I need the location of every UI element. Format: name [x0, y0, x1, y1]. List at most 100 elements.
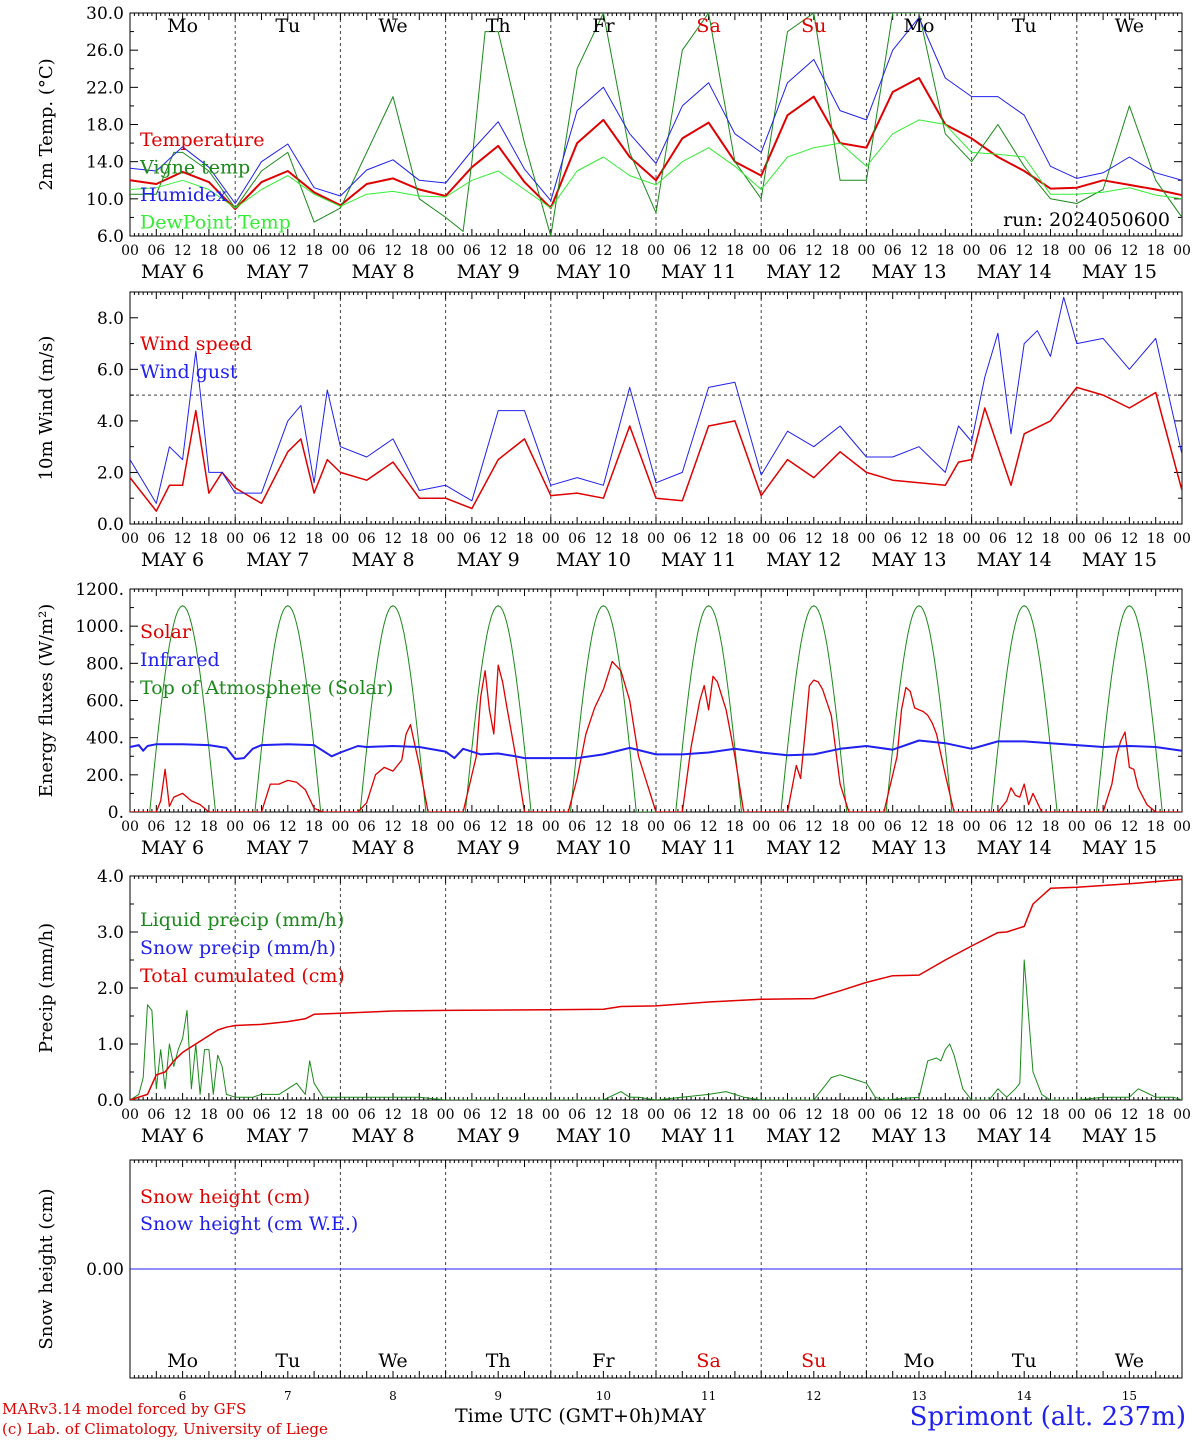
panel-frame — [129, 12, 1183, 237]
series-line-toa — [130, 605, 1182, 812]
hour-tick-label: 12 — [174, 243, 192, 259]
hour-tick-label: 18 — [200, 1107, 218, 1123]
weekday-label: Mo — [904, 1350, 935, 1372]
hour-tick-label: 00 — [542, 1107, 560, 1123]
y-tick-label: 2.0 — [97, 979, 124, 999]
hour-tick-label: 00 — [1173, 1107, 1191, 1123]
day-number-label: 8 — [389, 1389, 397, 1403]
legend-entry: Wind gust — [140, 361, 238, 383]
weekday-label: Su — [801, 15, 826, 37]
hour-tick-label: 06 — [358, 819, 376, 835]
hour-tick-label: 12 — [279, 531, 297, 547]
hour-tick-label: 00 — [542, 819, 560, 835]
legend-entry: Liquid precip (mm/h) — [140, 909, 344, 931]
panel-snow: 0.00 Snow height (cm) Snow height (cm) Snow… — [36, 1159, 1183, 1403]
legend-entry: Wind speed — [140, 333, 252, 355]
hour-tick-label: 06 — [147, 243, 165, 259]
weekday-label: Mo — [167, 1350, 198, 1372]
legend-entry: Snow precip (mm/h) — [140, 937, 336, 959]
panel-temperature: 6.0 10.0 14.0 18.0 22.0 26.0 30.0 2m Temp. (°C)… — [36, 4, 1191, 283]
hour-tick-label: 00 — [857, 531, 875, 547]
hour-tick-label: 00 — [857, 819, 875, 835]
hour-tick-label: 12 — [1015, 819, 1033, 835]
y-tick-label: 10.0 — [86, 190, 124, 210]
series-group — [130, 13, 1182, 236]
day-number-label: 10 — [596, 1389, 611, 1403]
hour-tick-label: 00 — [331, 243, 349, 259]
hour-tick-label: 12 — [1015, 1107, 1033, 1123]
y-tick-label: 4.0 — [97, 867, 124, 887]
series-group — [130, 605, 1182, 812]
hour-tick-label: 18 — [936, 1107, 954, 1123]
hour-tick-label: 12 — [700, 1107, 718, 1123]
hour-tick-label: 00 — [647, 243, 665, 259]
hour-tick-label: 00 — [963, 819, 981, 835]
date-label: MAY 15 — [1082, 1125, 1157, 1147]
hour-tick-label: 00 — [331, 1107, 349, 1123]
weekday-label: Mo — [904, 15, 935, 37]
weekday-label: Tu — [1012, 15, 1037, 37]
hour-tick-label: 06 — [779, 243, 797, 259]
hour-tick-label: 18 — [1042, 1107, 1060, 1123]
hour-tick-label: 12 — [174, 819, 192, 835]
date-label: MAY 15 — [1082, 837, 1157, 859]
hour-tick-label: 18 — [1042, 243, 1060, 259]
hour-tick-label: 18 — [200, 243, 218, 259]
date-label: MAY 13 — [871, 261, 946, 283]
hour-tick-label: 00 — [542, 531, 560, 547]
hour-tick-label: 00 — [226, 531, 244, 547]
hour-tick-label: 00 — [647, 1107, 665, 1123]
hour-tick-label: 00 — [226, 243, 244, 259]
hour-tick-label: 00 — [437, 243, 455, 259]
series-line-2 — [130, 17, 1182, 204]
hour-tick-label: 18 — [516, 1107, 534, 1123]
hour-tick-label: 06 — [253, 819, 271, 835]
hour-tick-label: 00 — [1173, 819, 1191, 835]
hour-tick-label: 00 — [857, 1107, 875, 1123]
hour-tick-label: 12 — [1120, 819, 1138, 835]
y-tick-label: 30.0 — [86, 4, 124, 24]
hour-tick-label: 06 — [147, 819, 165, 835]
weekday-label: Th — [486, 1350, 511, 1372]
hour-tick-label: 12 — [594, 531, 612, 547]
hour-tick-label: 06 — [989, 1107, 1007, 1123]
hour-tick-label: 00 — [963, 531, 981, 547]
hour-tick-label: 12 — [174, 1107, 192, 1123]
date-label: MAY 14 — [977, 261, 1052, 283]
hour-tick-label: 18 — [516, 819, 534, 835]
weekday-label: Sa — [696, 15, 720, 37]
hour-tick-label: 18 — [1147, 243, 1165, 259]
hour-tick-label: 18 — [410, 819, 428, 835]
hour-tick-label: 00 — [1173, 531, 1191, 547]
hour-tick-label: 12 — [700, 531, 718, 547]
hour-tick-label: 06 — [989, 819, 1007, 835]
hour-tick-label: 18 — [305, 243, 323, 259]
date-label: MAY 6 — [141, 261, 204, 283]
hour-tick-label: 00 — [121, 819, 139, 835]
hour-tick-label: 06 — [989, 531, 1007, 547]
hour-tick-label: 12 — [1015, 243, 1033, 259]
hour-tick-label: 06 — [1094, 1107, 1112, 1123]
hour-tick-label: 12 — [489, 243, 507, 259]
y-tick-label: 1.0 — [97, 1035, 124, 1055]
panel-precip: 0.0 1.0 2.0 3.0 4.0 Precip (mm/h) Liquid preci… — [36, 867, 1191, 1147]
hour-tick-label: 00 — [647, 531, 665, 547]
hour-tick-label: 18 — [831, 819, 849, 835]
hour-tick-label: 18 — [410, 243, 428, 259]
hour-tick-label: 06 — [1094, 819, 1112, 835]
hour-tick-label: 18 — [936, 531, 954, 547]
weekday-label: Fr — [592, 15, 615, 37]
y-tick-label: 6.0 — [97, 227, 124, 247]
hour-tick-label: 06 — [673, 243, 691, 259]
hour-tick-label: 00 — [226, 1107, 244, 1123]
hour-tick-label: 06 — [884, 1107, 902, 1123]
series-line-1 — [130, 296, 1182, 504]
x-axis-title: Time UTC (GMT+0h)MAY — [455, 1405, 706, 1427]
hour-tick-label: 12 — [805, 531, 823, 547]
hour-tick-label: 12 — [1120, 243, 1138, 259]
hour-tick-label: 00 — [331, 819, 349, 835]
hour-tick-label: 12 — [1120, 531, 1138, 547]
series-line-1 — [130, 739, 1182, 760]
hour-tick-label: 00 — [1068, 1107, 1086, 1123]
weekday-label: We — [378, 15, 407, 37]
